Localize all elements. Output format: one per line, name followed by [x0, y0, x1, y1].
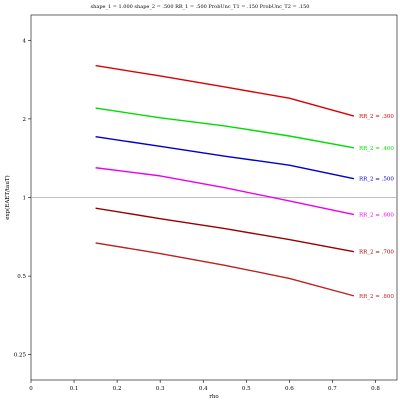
series-line — [95, 167, 355, 216]
x-tick-label: 0.6 — [285, 386, 294, 392]
series-line — [95, 107, 355, 149]
series-group: RR_2 = .300 RR_2 = .400 RR_2 = .500 RR_2 = … — [95, 64, 394, 300]
y-tick-label: 2 — [23, 117, 27, 123]
x-axis: 0 0.1 0.2 0.3 0.4 0.5 0.6 0.7 0.8 — [29, 380, 380, 392]
y-axis-label: exp(EAET/tauT) — [4, 175, 11, 219]
series-line — [95, 64, 355, 117]
series-label: RR_2 = .300 — [359, 114, 394, 120]
series-label: RR_2 = .600 — [359, 213, 394, 219]
y-tick-label: 4 — [23, 38, 27, 44]
x-tick-label: 0.8 — [371, 386, 380, 392]
series-label: RR_2 = .500 — [359, 177, 394, 183]
y-axis: 0.25 0.5 1 2 4 — [14, 38, 31, 359]
series-line — [95, 135, 355, 180]
x-tick-label: 0.5 — [242, 386, 251, 392]
y-tick-label: 0.5 — [17, 274, 26, 280]
y-tick-label: 0.25 — [14, 353, 27, 359]
y-tick-label: 1 — [23, 196, 27, 202]
x-tick-label: 0.2 — [113, 386, 122, 392]
series-label: RR_2 = .400 — [359, 146, 394, 152]
chart-title: shape_1 = 1.000 shape_2 = .500 RR_1 = .5… — [91, 4, 310, 10]
series-line — [95, 207, 355, 253]
x-tick-label: 0 — [29, 386, 33, 392]
x-tick-label: 0.4 — [199, 386, 208, 392]
series-line — [95, 242, 355, 297]
x-tick-label: 0.3 — [156, 386, 165, 392]
x-tick-label: 0.7 — [328, 386, 337, 392]
x-axis-label: rho — [209, 394, 219, 400]
x-tick-label: 0.1 — [70, 386, 79, 392]
series-label: RR_2 = .800 — [359, 294, 394, 300]
series-label: RR_2 = .700 — [359, 250, 394, 256]
